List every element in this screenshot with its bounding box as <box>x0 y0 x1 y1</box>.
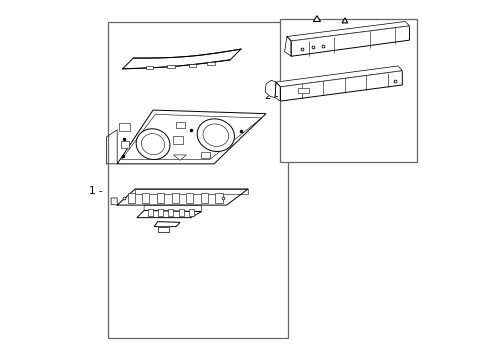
Bar <box>176 122 185 128</box>
Polygon shape <box>158 227 169 232</box>
Polygon shape <box>117 189 247 205</box>
Bar <box>145 66 153 69</box>
Ellipse shape <box>136 129 170 159</box>
Bar <box>158 209 163 216</box>
Polygon shape <box>313 16 320 22</box>
Bar <box>298 88 308 93</box>
Bar <box>188 209 193 216</box>
Polygon shape <box>290 26 408 56</box>
Polygon shape <box>280 71 402 101</box>
Bar <box>172 136 183 144</box>
Bar <box>215 193 222 203</box>
Bar <box>167 65 175 68</box>
Polygon shape <box>122 49 241 69</box>
Bar <box>188 64 196 67</box>
Bar <box>157 193 163 203</box>
Polygon shape <box>137 211 201 218</box>
Text: 2 -: 2 - <box>264 91 278 101</box>
Ellipse shape <box>197 119 234 152</box>
Polygon shape <box>276 66 402 87</box>
Bar <box>142 193 149 203</box>
Polygon shape <box>341 18 347 23</box>
Polygon shape <box>154 222 180 226</box>
Bar <box>121 141 128 148</box>
Bar <box>171 193 178 203</box>
Polygon shape <box>286 22 408 41</box>
Polygon shape <box>117 110 265 164</box>
Bar <box>168 209 173 216</box>
Bar <box>186 193 193 203</box>
Bar <box>201 152 210 158</box>
Bar <box>148 209 153 216</box>
Polygon shape <box>265 80 276 98</box>
Bar <box>206 62 214 64</box>
Bar <box>178 209 183 216</box>
Bar <box>108 22 287 338</box>
Bar <box>119 123 129 131</box>
Polygon shape <box>173 155 186 160</box>
Ellipse shape <box>141 134 164 155</box>
Bar <box>201 193 207 203</box>
Text: 1 -: 1 - <box>89 186 102 196</box>
Bar <box>127 193 135 203</box>
Bar <box>280 19 416 162</box>
Ellipse shape <box>203 124 228 147</box>
